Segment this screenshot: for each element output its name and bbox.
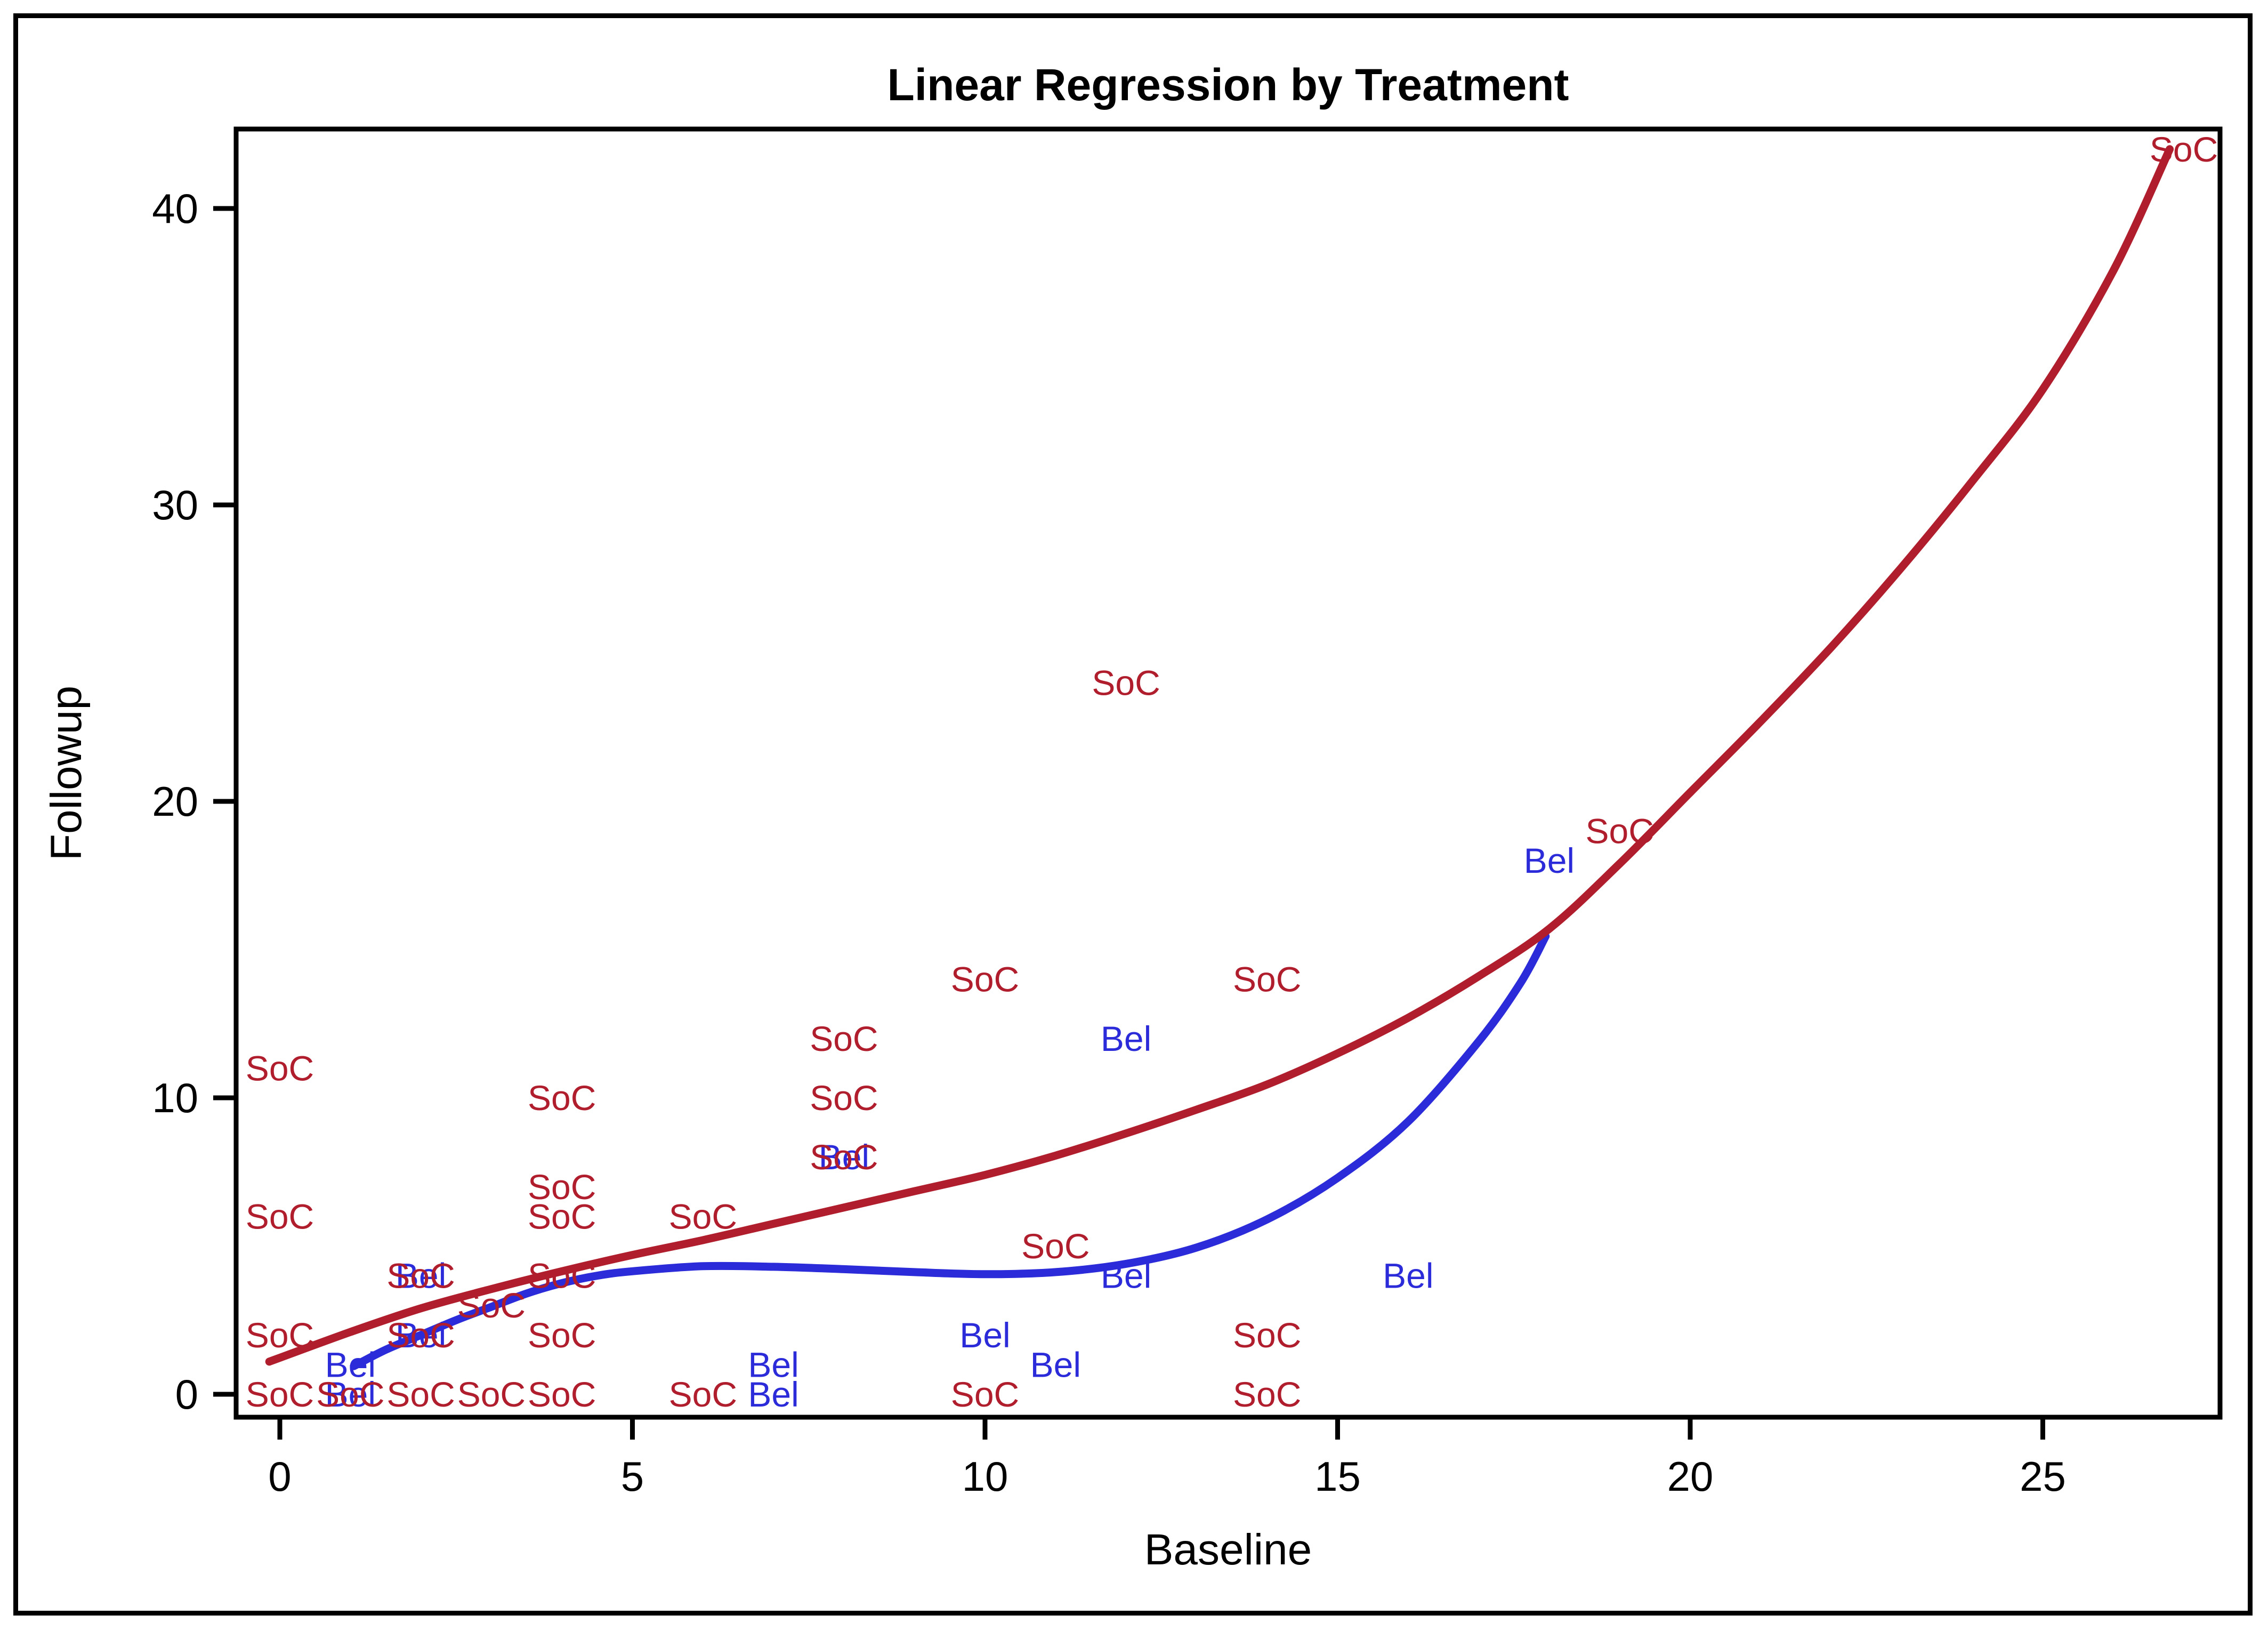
point-label-soc: SoC: [316, 1375, 384, 1414]
point-label-soc: SoC: [386, 1256, 455, 1296]
point-label-soc: SoC: [2150, 130, 2218, 169]
point-label-soc: SoC: [669, 1375, 737, 1414]
fit-curves: [265, 145, 2174, 1370]
point-label-bel: Bel: [1524, 841, 1575, 880]
point-label-bel: Bel: [748, 1375, 798, 1414]
point-label-soc: SoC: [386, 1375, 455, 1414]
point-label-soc: SoC: [246, 1315, 314, 1355]
point-label-bel: Bel: [396, 1256, 446, 1296]
point-label-soc: SoC: [1233, 960, 1301, 999]
point-label-soc: SoC: [457, 1375, 526, 1414]
point-label-soc: SoC: [528, 1196, 596, 1236]
point-label-bel: Bel: [819, 1137, 869, 1177]
point-label-soc: SoC: [528, 1315, 596, 1355]
point-label-soc: SoC: [810, 1137, 878, 1177]
point-label-soc: SoC: [246, 1375, 314, 1414]
x-tick-label: 0: [268, 1453, 291, 1500]
plot-frame: [233, 126, 2223, 1420]
y-axis-ticks: 0 10 20 30 40: [152, 185, 236, 1418]
point-label-soc: SoC: [1233, 1375, 1301, 1414]
point-label-bel: Bel: [959, 1315, 1010, 1355]
point-label-bel: Bel: [1383, 1256, 1433, 1296]
regression-curve-soc: [265, 145, 2174, 1366]
x-tick-label: 5: [621, 1453, 644, 1500]
point-label-soc: SoC: [457, 1285, 526, 1325]
point-label-soc: SoC: [1092, 663, 1160, 703]
x-axis-ticks: 0 5 10 15 20 25: [268, 1417, 2066, 1500]
point-label-soc: SoC: [1586, 812, 1654, 851]
point-label-bel: Bel: [325, 1345, 376, 1384]
chart-title: Linear Regression by Treatment: [887, 60, 1569, 110]
point-label-bel: Bel: [325, 1375, 376, 1414]
y-tick-label: 0: [175, 1371, 198, 1418]
y-tick-label: 40: [152, 185, 198, 232]
point-label-soc: SoC: [246, 1196, 314, 1236]
x-axis-label: Baseline: [1144, 1525, 1312, 1574]
page-border: [13, 13, 2253, 1616]
y-tick-label: 20: [152, 778, 198, 825]
point-label-soc: SoC: [951, 960, 1019, 999]
point-label-soc: SoC: [386, 1315, 455, 1355]
point-label-soc: SoC: [528, 1375, 596, 1414]
x-tick-label: 15: [1314, 1453, 1361, 1500]
point-label-bel: Bel: [1101, 1019, 1151, 1058]
point-label-soc: SoC: [528, 1078, 596, 1118]
x-tick-label: 10: [962, 1453, 1008, 1500]
y-tick-label: 10: [152, 1074, 198, 1121]
point-label-bel: Bel: [748, 1345, 798, 1384]
point-label-bel: Bel: [396, 1315, 446, 1355]
point-label-bel: Bel: [1101, 1256, 1151, 1296]
x-tick-label: 25: [2020, 1453, 2066, 1500]
y-tick-label: 30: [152, 481, 198, 528]
point-label-soc: SoC: [810, 1078, 878, 1118]
point-label-bel: Bel: [1030, 1345, 1081, 1384]
point-label-soc: SoC: [246, 1048, 314, 1088]
point-label-soc: SoC: [810, 1019, 878, 1058]
x-tick-label: 20: [1667, 1453, 1714, 1500]
point-label-soc: SoC: [528, 1167, 596, 1207]
point-label-soc: SoC: [669, 1196, 737, 1236]
point-label-soc: SoC: [528, 1256, 596, 1296]
point-label-soc: SoC: [951, 1375, 1019, 1414]
point-label-soc: SoC: [1021, 1226, 1089, 1266]
regression-curve-bel: [350, 932, 1550, 1370]
y-axis-label: Followup: [42, 686, 91, 861]
point-label-soc: SoC: [1233, 1315, 1301, 1355]
